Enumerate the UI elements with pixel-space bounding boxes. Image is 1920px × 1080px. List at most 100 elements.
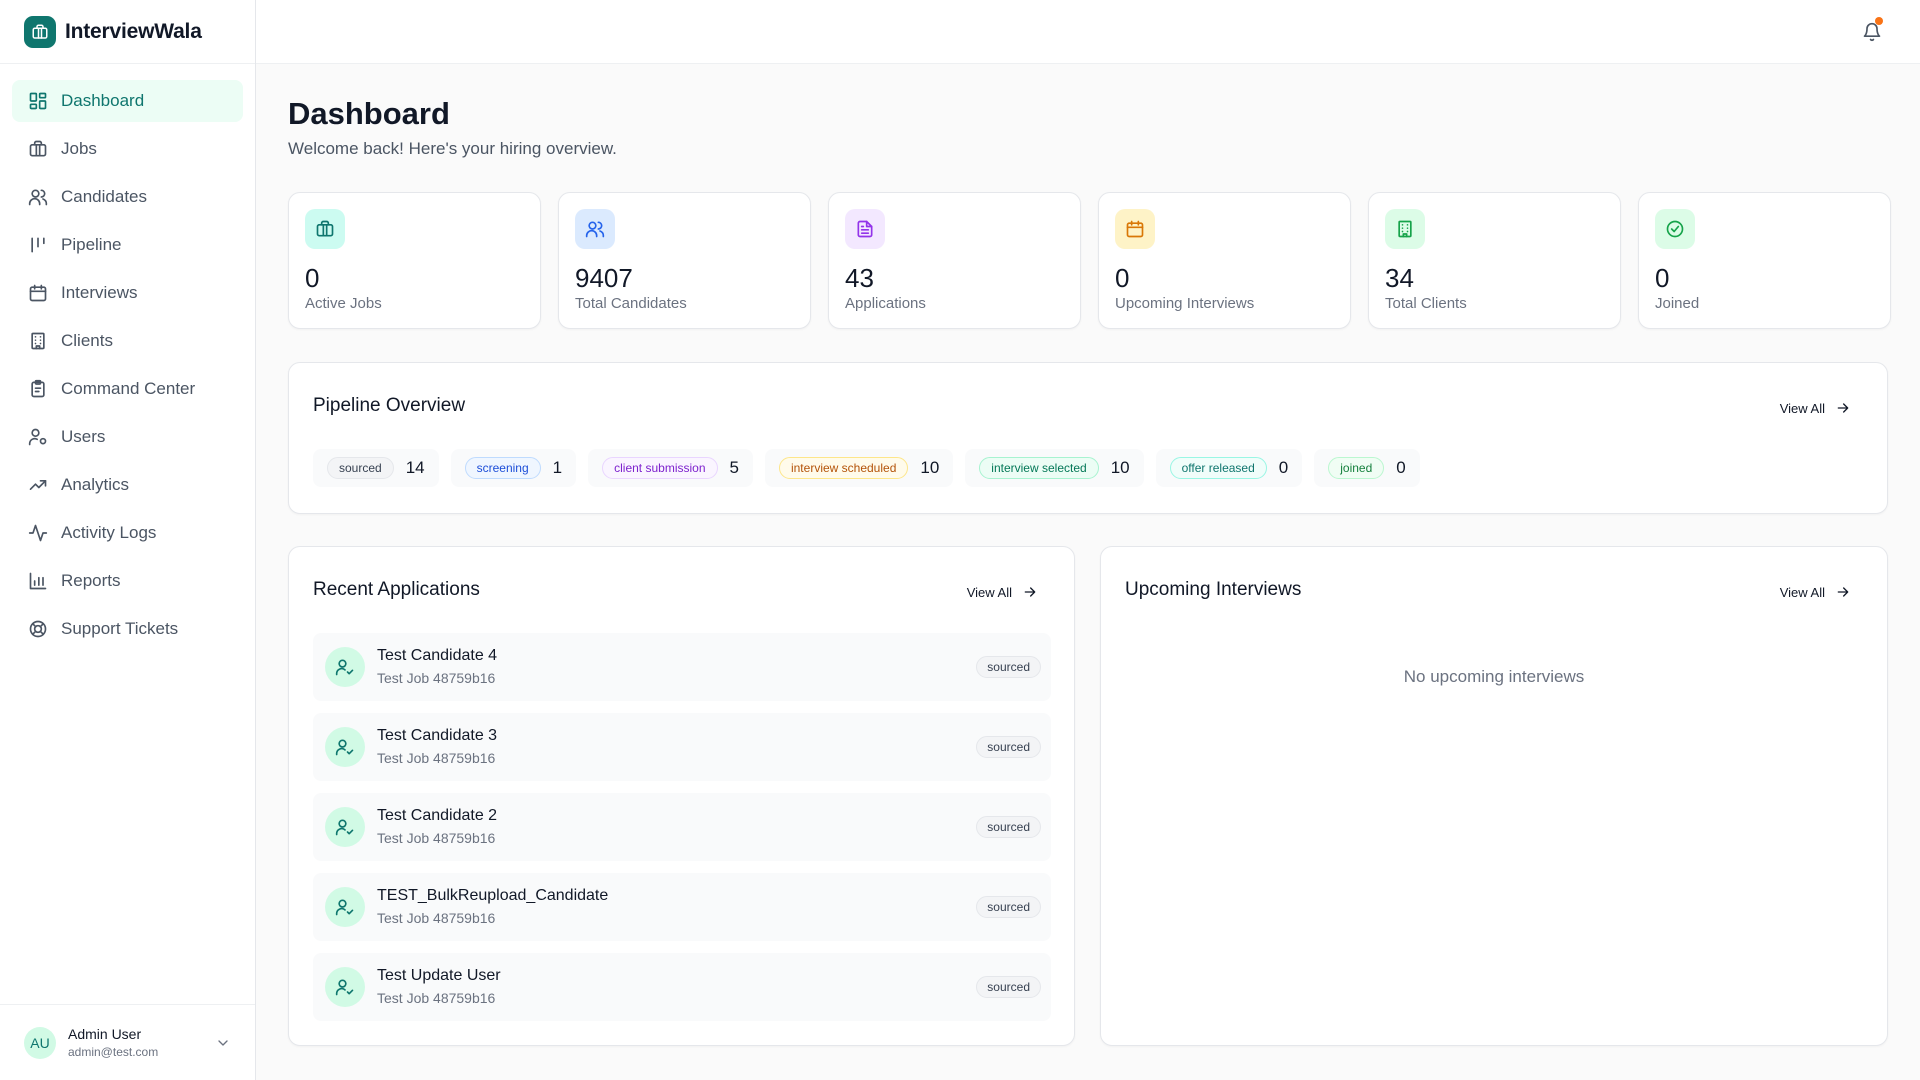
activity-icon xyxy=(28,524,48,542)
sidebar-item-support-tickets[interactable]: Support Tickets xyxy=(12,608,243,650)
stage-count: 5 xyxy=(729,458,739,477)
stage-badge: offer released xyxy=(1169,457,1267,479)
list-item[interactable]: Test Candidate 2 Test Job 48759b16 sourced xyxy=(313,793,1051,861)
stage-badge: interview scheduled xyxy=(778,457,909,479)
sidebar-item-label: Analytics xyxy=(61,475,130,494)
stat-icon-wrapper xyxy=(1385,209,1425,249)
stat-card-active-jobs[interactable]: 0 Active Jobs xyxy=(288,192,541,329)
brand[interactable]: InterviewWala xyxy=(0,0,255,64)
pipeline-view-all-link[interactable]: View All xyxy=(1780,400,1851,416)
user-check-icon xyxy=(335,979,354,996)
stat-card-joined[interactable]: 0 Joined xyxy=(1638,192,1891,329)
sidebar-item-interviews[interactable]: Interviews xyxy=(12,272,243,314)
building-icon xyxy=(1398,220,1412,238)
trending-up-icon xyxy=(29,480,47,490)
pipeline-icon xyxy=(31,237,45,253)
users-icon xyxy=(28,189,48,206)
dashboard-icon xyxy=(29,92,47,110)
job-title: Test Job 48759b16 xyxy=(377,910,496,926)
arrow-right-icon xyxy=(1024,587,1036,597)
pipeline-stage-interview-selected[interactable]: interview selected 10 xyxy=(965,449,1144,487)
sidebar-item-analytics[interactable]: Analytics xyxy=(12,464,243,506)
sidebar-item-label: Reports xyxy=(61,571,121,590)
stat-card-total-clients[interactable]: 34 Total Clients xyxy=(1368,192,1621,329)
file-text-icon xyxy=(857,220,873,238)
upcoming-interviews-card: Upcoming Interviews View All No upcoming… xyxy=(1100,546,1888,1046)
list-item[interactable]: Test Candidate 3 Test Job 48759b16 sourced xyxy=(313,713,1051,781)
user-check-icon xyxy=(335,819,354,836)
sidebar: InterviewWala Dashboard Jobs Candidates Pip… xyxy=(0,0,256,1080)
sidebar-item-activity-logs[interactable]: Activity Logs xyxy=(12,512,243,554)
stage-badge: screening xyxy=(464,457,541,479)
brand-logo-icon xyxy=(24,15,56,48)
user-check-icon xyxy=(335,739,354,756)
stat-value: 9407 xyxy=(575,263,633,293)
status-badge: sourced xyxy=(976,816,1041,838)
candidate-avatar xyxy=(325,647,365,687)
stage-badge: sourced xyxy=(327,457,394,479)
sidebar-item-dashboard[interactable]: Dashboard xyxy=(12,80,243,122)
pipeline-stage-joined[interactable]: joined 0 xyxy=(1314,449,1420,487)
sidebar-item-reports[interactable]: Reports xyxy=(12,560,243,602)
sidebar-item-pipeline[interactable]: Pipeline xyxy=(12,224,243,266)
list-item[interactable]: Test Update User Test Job 48759b16 sourced xyxy=(313,953,1051,1021)
chevron-down-icon[interactable] xyxy=(215,1035,231,1051)
stat-icon-wrapper xyxy=(305,209,345,249)
candidate-avatar xyxy=(325,967,365,1007)
topbar xyxy=(256,0,1920,64)
stage-count: 14 xyxy=(405,458,425,477)
list-item[interactable]: TEST_BulkReupload_Candidate Test Job 4875… xyxy=(313,873,1051,941)
candidate-name: Test Candidate 2 xyxy=(377,807,498,824)
sidebar-item-label: Users xyxy=(61,427,106,446)
stat-value: 0 xyxy=(1115,263,1130,293)
users-icon xyxy=(585,221,605,238)
pipeline-stage-sourced[interactable]: sourced 14 xyxy=(313,449,439,487)
briefcase-icon xyxy=(316,220,334,237)
pipeline-stage-offer-released[interactable]: offer released 0 xyxy=(1155,449,1303,487)
stat-card-upcoming-interviews[interactable]: 0 Upcoming Interviews xyxy=(1098,192,1351,329)
stage-badge: joined xyxy=(1328,457,1385,479)
upcoming-interviews-view-all-link[interactable]: View All xyxy=(1780,584,1851,600)
page-title: Dashboard xyxy=(288,96,450,131)
list-item[interactable]: Test Candidate 4 Test Job 48759b16 sourced xyxy=(313,633,1051,701)
job-title: Test Job 48759b16 xyxy=(377,990,496,1006)
pipeline-stage-interview-scheduled[interactable]: interview scheduled 10 xyxy=(764,449,954,487)
stat-label: Active Jobs xyxy=(305,295,382,312)
bar-chart-icon xyxy=(29,572,47,590)
check-circle-icon xyxy=(1666,220,1684,238)
sidebar-nav: Dashboard Jobs Candidates Pipeline Interview… xyxy=(0,64,255,672)
avatar: AU xyxy=(24,1026,56,1059)
bell-icon[interactable] xyxy=(1862,22,1882,42)
sidebar-item-label: Jobs xyxy=(61,139,97,158)
stat-value: 0 xyxy=(1655,263,1670,293)
notification-dot xyxy=(1875,17,1883,25)
sidebar-item-label: Candidates xyxy=(61,187,148,206)
stage-badge: client submission xyxy=(602,457,718,479)
sidebar-item-jobs[interactable]: Jobs xyxy=(12,128,243,170)
user-name: Admin User xyxy=(68,1026,142,1042)
candidate-avatar xyxy=(325,887,365,927)
arrow-right-icon xyxy=(1837,587,1849,597)
sidebar-item-users[interactable]: Users xyxy=(12,416,243,458)
user-menu[interactable]: AU Admin User admin@test.com xyxy=(0,1004,255,1080)
user-cog-icon xyxy=(28,428,47,446)
sidebar-item-clients[interactable]: Clients xyxy=(12,320,243,362)
sidebar-item-candidates[interactable]: Candidates xyxy=(12,176,243,218)
candidate-name: Test Update User xyxy=(377,967,501,984)
user-check-icon xyxy=(335,899,354,916)
pipeline-stage-screening[interactable]: screening 1 xyxy=(450,449,577,487)
brand-name: InterviewWala xyxy=(65,19,202,43)
sidebar-item-command-center[interactable]: Command Center xyxy=(12,368,243,410)
recent-applications-view-all-link[interactable]: View All xyxy=(967,584,1038,600)
pipeline-stage-client-submission[interactable]: client submission 5 xyxy=(588,449,753,487)
page-subtitle: Welcome back! Here's your hiring overvie… xyxy=(288,139,617,158)
stat-card-applications[interactable]: 43 Applications xyxy=(828,192,1081,329)
status-badge: sourced xyxy=(976,656,1041,678)
stat-label: Applications xyxy=(845,295,926,312)
stat-card-total-candidates[interactable]: 9407 Total Candidates xyxy=(558,192,811,329)
candidate-name: TEST_BulkReupload_Candidate xyxy=(377,887,609,904)
job-title: Test Job 48759b16 xyxy=(377,830,496,846)
view-all-label: View All xyxy=(1779,400,1825,416)
section-title: Pipeline Overview xyxy=(313,395,466,416)
status-badge: sourced xyxy=(976,896,1041,918)
